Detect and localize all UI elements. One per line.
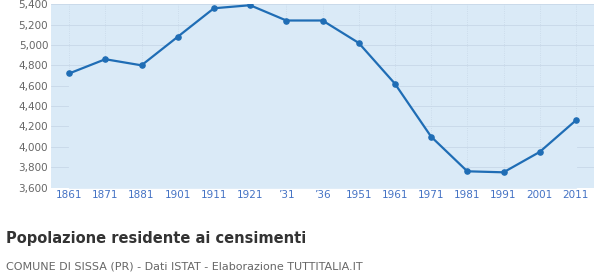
Point: [281, 18, 291, 23]
Point: [390, 81, 400, 86]
Point: [354, 41, 364, 45]
Text: Popolazione residente ai censimenti: Popolazione residente ai censimenti: [6, 231, 306, 246]
Point: [318, 18, 328, 23]
Point: [64, 71, 74, 76]
Point: [535, 150, 545, 154]
Point: [463, 169, 472, 174]
Point: [499, 170, 508, 174]
Point: [101, 57, 110, 62]
Point: [427, 134, 436, 139]
Point: [245, 3, 255, 8]
Point: [173, 34, 182, 39]
Text: COMUNE DI SISSA (PR) - Dati ISTAT - Elaborazione TUTTITALIA.IT: COMUNE DI SISSA (PR) - Dati ISTAT - Elab…: [6, 262, 362, 272]
Point: [209, 6, 219, 11]
Point: [571, 118, 581, 123]
Point: [137, 63, 146, 67]
